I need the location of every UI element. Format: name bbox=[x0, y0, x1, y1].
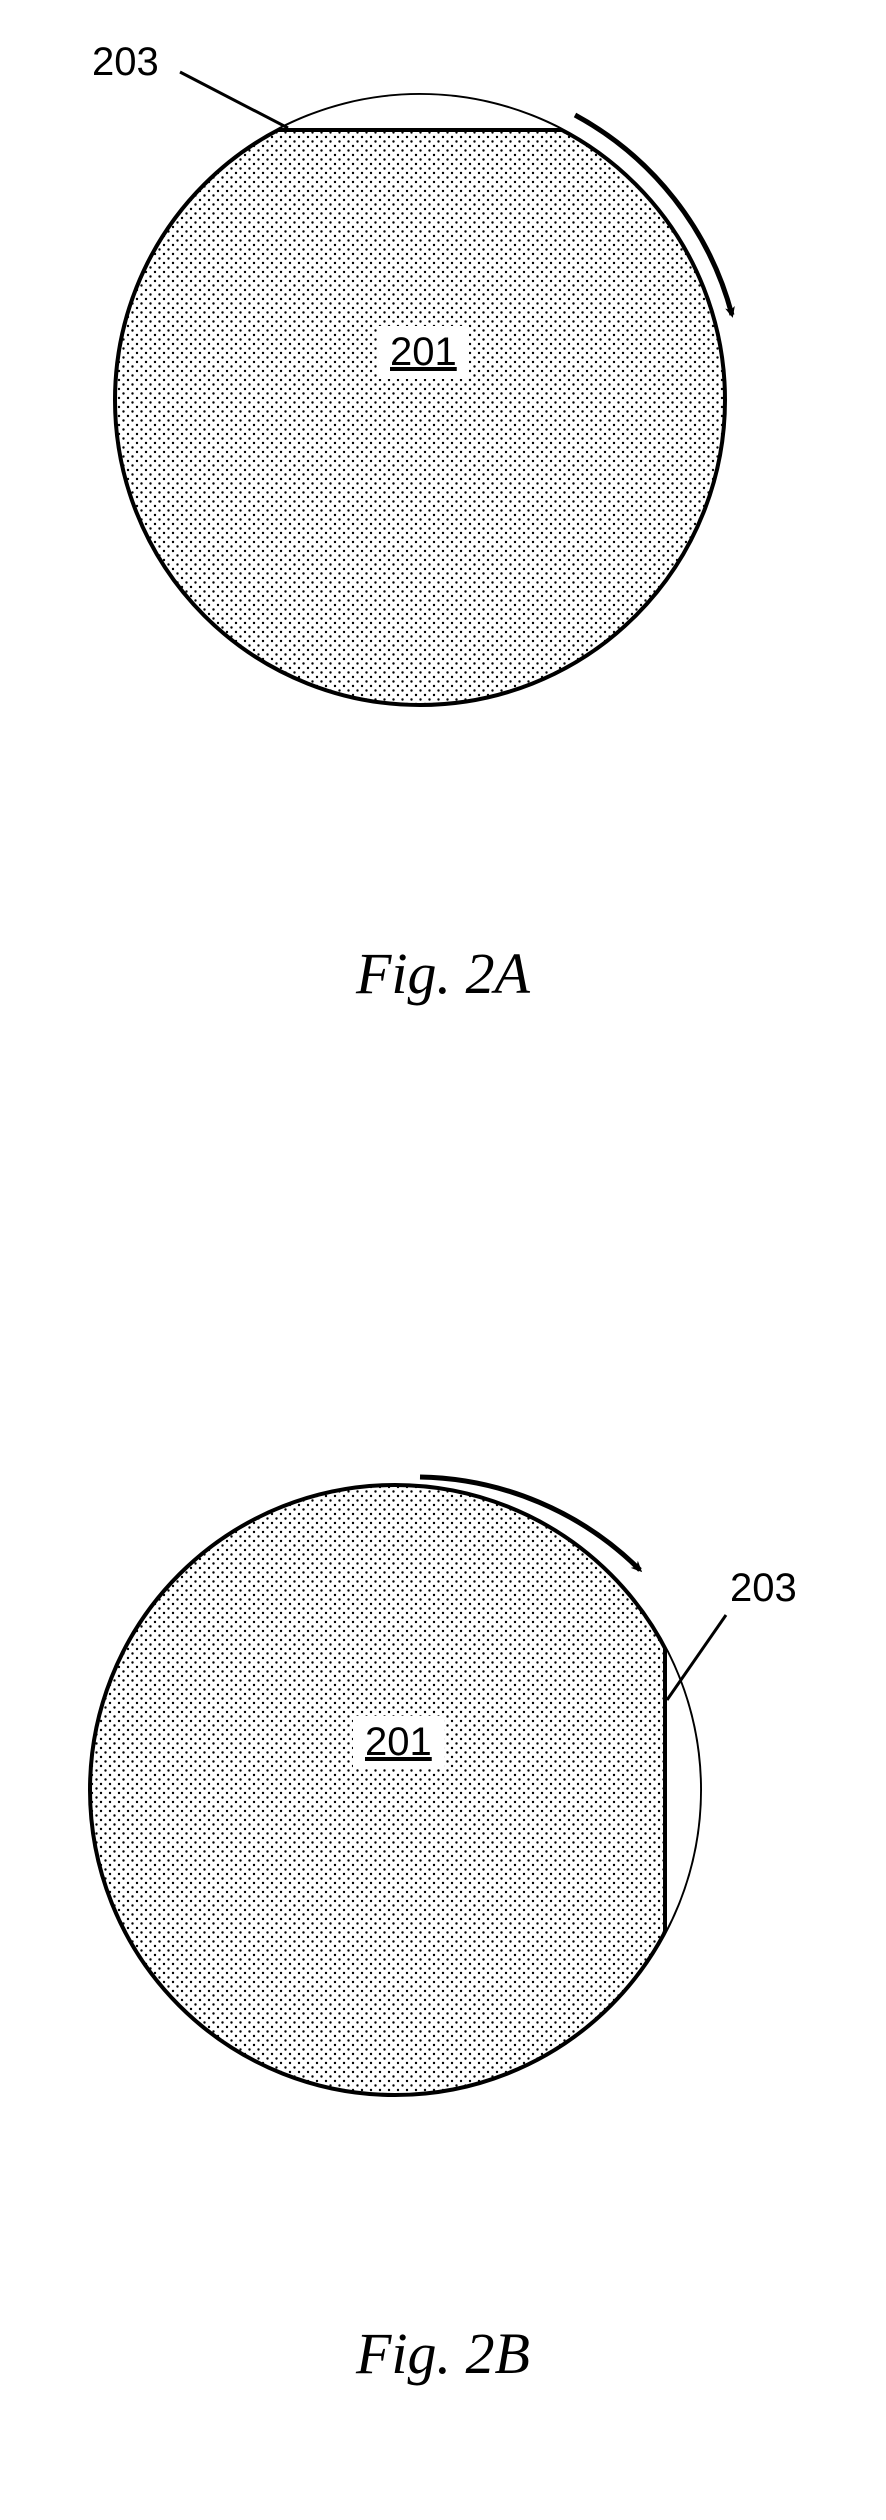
callout-label-203-2b: 203 bbox=[730, 1566, 797, 1611]
callout-leader-2a bbox=[180, 72, 288, 128]
wafer-flat-mask-2a bbox=[278, 95, 562, 130]
wafer-flat-mask-2b bbox=[665, 1648, 700, 1932]
callout-label-203-2a: 203 bbox=[92, 40, 159, 85]
center-label-201-2a: 201 bbox=[378, 326, 469, 379]
wafer-circle-2a bbox=[115, 95, 725, 705]
callout-leader-2b bbox=[667, 1615, 726, 1700]
caption-2b: Fig. 2B bbox=[0, 2320, 886, 2387]
center-label-201-2b: 201 bbox=[353, 1716, 444, 1769]
caption-2a: Fig. 2A bbox=[0, 940, 886, 1007]
fig-2b bbox=[90, 1477, 726, 2095]
fig-2a bbox=[115, 72, 732, 705]
wafer-circle-2b bbox=[90, 1485, 700, 2095]
